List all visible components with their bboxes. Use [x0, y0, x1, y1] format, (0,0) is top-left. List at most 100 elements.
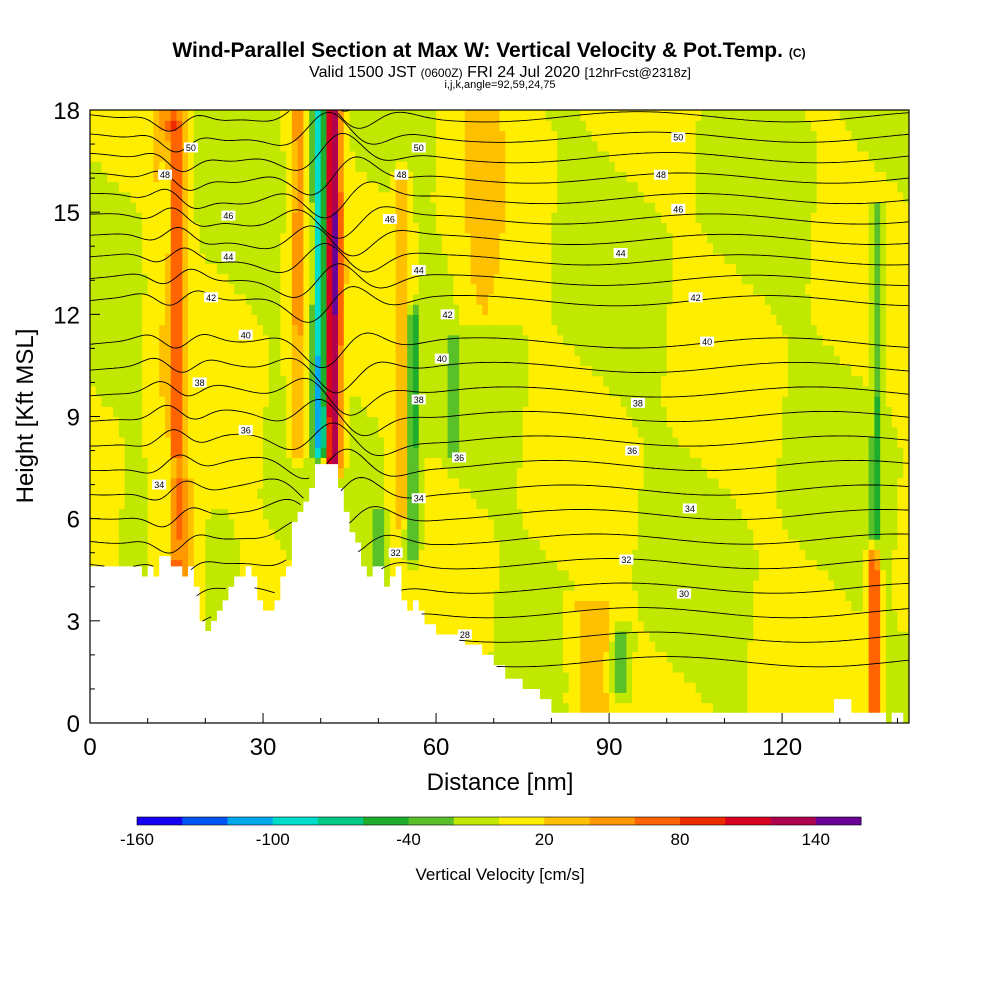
velocity-cell	[487, 600, 495, 612]
velocity-cell	[222, 222, 230, 234]
velocity-cell	[557, 201, 564, 213]
velocity-cell	[453, 355, 460, 367]
velocity-cell	[176, 457, 183, 469]
velocity-cell	[107, 110, 114, 121]
velocity-cell	[205, 181, 212, 193]
velocity-cell	[424, 150, 431, 162]
velocity-cell	[113, 161, 120, 172]
velocity-cell	[326, 304, 333, 315]
velocity-cell	[505, 600, 512, 612]
velocity-cell	[459, 457, 466, 469]
velocity-cell	[297, 396, 304, 407]
velocity-cell	[113, 181, 120, 193]
velocity-cell	[245, 150, 253, 162]
velocity-cell	[545, 263, 553, 275]
velocity-cell	[528, 253, 535, 264]
velocity-cell	[245, 334, 253, 346]
velocity-cell	[188, 365, 195, 377]
velocity-cell	[528, 447, 535, 458]
velocity-cell	[470, 375, 478, 387]
velocity-cell	[424, 304, 431, 315]
velocity-cell	[505, 620, 512, 632]
velocity-cell	[349, 375, 356, 387]
velocity-cell	[153, 161, 160, 172]
velocity-cell	[389, 457, 397, 469]
velocity-cell	[182, 253, 189, 264]
velocity-cell	[343, 406, 351, 418]
velocity-cell	[95, 273, 103, 285]
velocity-cell	[389, 181, 397, 193]
velocity-cell	[199, 569, 206, 581]
velocity-cell	[487, 283, 495, 295]
velocity-cell	[188, 171, 195, 183]
velocity-cell	[487, 590, 495, 601]
velocity-cell	[436, 232, 443, 244]
velocity-cell	[557, 457, 564, 469]
velocity-cell	[182, 467, 189, 479]
velocity-cell	[539, 212, 547, 223]
velocity-cell	[205, 620, 212, 632]
velocity-cell	[470, 355, 478, 367]
velocity-cell	[286, 467, 293, 479]
velocity-cell	[291, 150, 299, 162]
velocity-cell	[447, 324, 454, 336]
velocity-cell	[389, 314, 397, 326]
velocity-cell	[349, 426, 356, 438]
velocity-cell	[366, 222, 374, 234]
velocity-cell	[401, 110, 408, 121]
velocity-cell	[153, 293, 160, 305]
velocity-cell	[222, 436, 230, 448]
velocity-cell	[459, 620, 466, 632]
velocity-cell	[176, 355, 183, 367]
velocity-cell	[355, 110, 362, 121]
velocity-cell	[401, 528, 408, 540]
velocity-cell	[412, 498, 420, 510]
velocity-cell	[539, 559, 547, 571]
velocity-cell	[205, 477, 212, 489]
velocity-cell	[511, 140, 518, 152]
velocity-cell	[562, 631, 570, 642]
velocity-cell	[164, 334, 172, 346]
velocity-cell	[205, 120, 212, 132]
velocity-cell	[234, 549, 241, 561]
velocity-cell	[314, 447, 322, 458]
velocity-cell	[401, 396, 408, 407]
velocity-cell	[309, 171, 316, 183]
velocity-cell	[314, 406, 322, 418]
velocity-cell	[107, 426, 114, 438]
velocity-cell	[291, 385, 299, 397]
velocity-cell	[338, 130, 345, 142]
velocity-cell	[441, 590, 449, 601]
velocity-cell	[245, 365, 253, 377]
velocity-cell	[557, 273, 564, 285]
velocity-cell	[476, 314, 483, 326]
velocity-cell	[534, 549, 541, 561]
velocity-cell	[476, 477, 483, 489]
velocity-cell	[418, 355, 426, 367]
velocity-cell	[539, 324, 547, 336]
velocity-cell	[164, 150, 172, 162]
velocity-cell	[447, 426, 454, 438]
velocity-cell	[228, 488, 235, 499]
velocity-cell	[401, 447, 408, 458]
velocity-cell	[193, 406, 201, 418]
velocity-cell	[424, 242, 431, 254]
velocity-cell	[493, 651, 501, 663]
velocity-cell	[205, 110, 212, 121]
velocity-cell	[366, 273, 374, 285]
velocity-cell	[182, 314, 189, 326]
velocity-cell	[493, 242, 501, 254]
velocity-cell	[164, 130, 172, 142]
velocity-cell	[107, 447, 114, 458]
velocity-cell	[164, 477, 172, 489]
velocity-cell	[349, 344, 356, 356]
velocity-cell	[361, 436, 368, 448]
velocity-cell	[124, 120, 131, 132]
velocity-cell	[366, 467, 374, 479]
velocity-cell	[147, 518, 155, 530]
velocity-cell	[343, 181, 351, 193]
velocity-cell	[464, 263, 472, 275]
velocity-cell	[141, 293, 149, 305]
velocity-cell	[107, 416, 114, 428]
velocity-cell	[95, 232, 103, 244]
